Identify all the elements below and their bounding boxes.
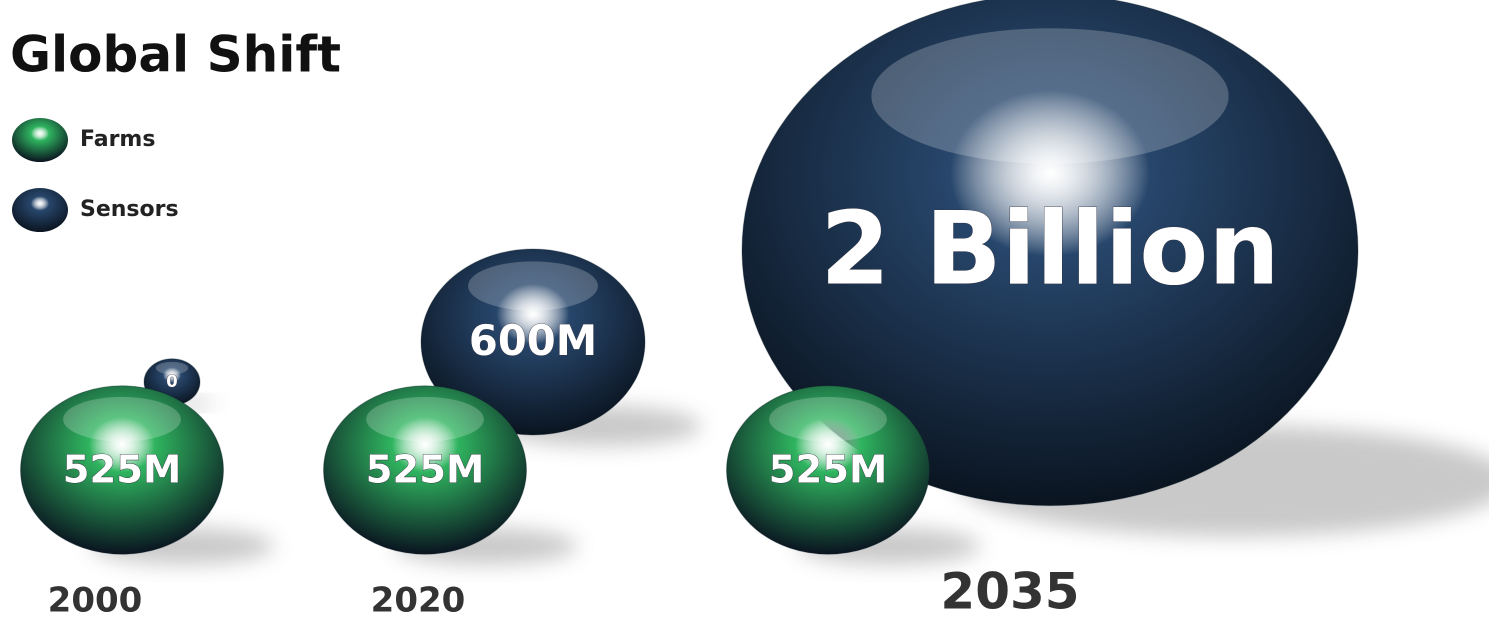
bubble [420,248,646,436]
value-label: 525M [769,448,887,493]
bubble-highlight [769,396,887,442]
value-label: 525M [366,448,484,493]
value-label: 2 Billion [820,191,1279,308]
x-tick-label: 2020 [371,581,466,618]
legend-swatch [12,188,68,232]
legend-label: Sensors [80,197,179,222]
bubble-highlight [366,396,484,442]
bubble-highlight [63,396,181,442]
bubble [323,385,527,555]
value-label: 0 [166,372,177,391]
value-label: 525M [63,448,181,493]
bubble [20,385,224,555]
legend-label: Farms [80,127,155,152]
bubble-highlight [468,261,598,311]
bubble-highlight [871,28,1229,164]
bubble [741,0,1359,507]
chart-title: Global Shift [10,26,341,84]
value-label: 600M [469,316,597,365]
x-tick-label: 2000 [48,581,143,618]
bubble [726,385,930,555]
bubble-highlight [155,361,189,375]
legend-swatch [12,118,68,162]
x-tick-label: 2035 [940,563,1079,618]
